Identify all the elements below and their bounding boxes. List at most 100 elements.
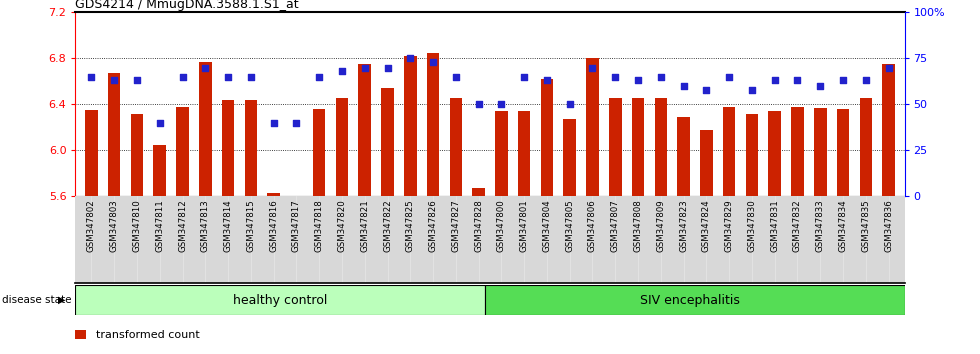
Bar bbox=[837, 109, 850, 196]
Bar bbox=[221, 100, 234, 196]
Bar bbox=[268, 193, 280, 196]
Text: GSM347822: GSM347822 bbox=[383, 199, 392, 252]
Text: GSM347803: GSM347803 bbox=[110, 199, 119, 252]
Bar bbox=[677, 117, 690, 196]
Text: GSM347807: GSM347807 bbox=[611, 199, 619, 252]
Bar bbox=[655, 98, 667, 196]
Bar bbox=[313, 109, 325, 196]
Point bbox=[174, 74, 190, 80]
Text: GSM347802: GSM347802 bbox=[87, 199, 96, 252]
Bar bbox=[427, 53, 439, 196]
Point bbox=[470, 102, 486, 107]
Text: GSM347830: GSM347830 bbox=[748, 199, 757, 252]
Text: GSM347823: GSM347823 bbox=[679, 199, 688, 252]
Point bbox=[83, 74, 99, 80]
Point bbox=[379, 65, 395, 70]
Point bbox=[790, 78, 806, 83]
Text: GSM347826: GSM347826 bbox=[428, 199, 437, 252]
Bar bbox=[791, 107, 804, 196]
Bar bbox=[450, 98, 463, 196]
Bar bbox=[130, 114, 143, 196]
Bar bbox=[85, 110, 98, 196]
Text: GSM347831: GSM347831 bbox=[770, 199, 779, 252]
Bar bbox=[176, 107, 189, 196]
Bar bbox=[75, 330, 86, 339]
Bar bbox=[485, 285, 905, 315]
Point bbox=[630, 78, 646, 83]
Text: GSM347825: GSM347825 bbox=[406, 199, 415, 252]
Text: GSM347832: GSM347832 bbox=[793, 199, 802, 252]
Point bbox=[403, 56, 418, 61]
Point bbox=[448, 74, 464, 80]
Text: GSM347816: GSM347816 bbox=[270, 199, 278, 252]
Text: GSM347833: GSM347833 bbox=[815, 199, 825, 252]
Text: GSM347835: GSM347835 bbox=[861, 199, 870, 252]
Bar bbox=[381, 88, 394, 196]
Bar bbox=[564, 119, 576, 196]
Bar bbox=[859, 98, 872, 196]
Text: GSM347811: GSM347811 bbox=[155, 199, 165, 252]
Bar bbox=[404, 56, 416, 196]
Bar bbox=[245, 100, 257, 196]
Bar bbox=[336, 98, 348, 196]
Text: GSM347813: GSM347813 bbox=[201, 199, 210, 252]
Bar bbox=[768, 112, 781, 196]
Text: GSM347809: GSM347809 bbox=[657, 199, 665, 252]
Text: GSM347820: GSM347820 bbox=[337, 199, 347, 252]
Text: GSM347801: GSM347801 bbox=[519, 199, 528, 252]
Point bbox=[220, 74, 236, 80]
Point bbox=[129, 78, 145, 83]
Point bbox=[881, 65, 897, 70]
Point bbox=[357, 65, 372, 70]
Text: GSM347804: GSM347804 bbox=[543, 199, 552, 252]
Text: GSM347815: GSM347815 bbox=[246, 199, 256, 252]
Text: GSM347808: GSM347808 bbox=[633, 199, 643, 252]
Text: disease state: disease state bbox=[2, 295, 72, 305]
Bar bbox=[359, 64, 371, 196]
Point bbox=[266, 120, 281, 126]
Text: GSM347800: GSM347800 bbox=[497, 199, 506, 252]
Text: GSM347834: GSM347834 bbox=[839, 199, 848, 252]
Bar bbox=[472, 188, 485, 196]
Text: GSM347821: GSM347821 bbox=[361, 199, 369, 252]
Bar bbox=[495, 112, 508, 196]
Point bbox=[425, 59, 441, 65]
Text: GSM347818: GSM347818 bbox=[315, 199, 323, 252]
Point bbox=[243, 74, 259, 80]
Bar bbox=[814, 108, 826, 196]
Text: transformed count: transformed count bbox=[96, 330, 200, 340]
Point bbox=[312, 74, 327, 80]
Text: GSM347836: GSM347836 bbox=[884, 199, 893, 252]
Point bbox=[585, 65, 601, 70]
Point bbox=[516, 74, 532, 80]
Bar bbox=[700, 130, 712, 196]
Text: ▶: ▶ bbox=[58, 295, 66, 305]
Text: GSM347829: GSM347829 bbox=[724, 199, 734, 252]
Point bbox=[334, 68, 350, 74]
Text: GSM347805: GSM347805 bbox=[565, 199, 574, 252]
Point bbox=[197, 65, 213, 70]
Point bbox=[812, 83, 828, 89]
Point bbox=[676, 83, 692, 89]
Bar bbox=[75, 285, 485, 315]
Text: GDS4214 / MmugDNA.3588.1.S1_at: GDS4214 / MmugDNA.3588.1.S1_at bbox=[75, 0, 299, 11]
Bar bbox=[632, 98, 644, 196]
Text: SIV encephalitis: SIV encephalitis bbox=[641, 293, 740, 307]
Point bbox=[835, 78, 851, 83]
Bar bbox=[746, 114, 759, 196]
Text: GSM347814: GSM347814 bbox=[223, 199, 232, 252]
Text: GSM347824: GSM347824 bbox=[702, 199, 710, 252]
Bar bbox=[586, 58, 599, 196]
Point bbox=[653, 74, 668, 80]
Bar bbox=[517, 112, 530, 196]
Bar bbox=[723, 107, 735, 196]
Point bbox=[288, 120, 304, 126]
Point bbox=[152, 120, 168, 126]
Text: GSM347817: GSM347817 bbox=[292, 199, 301, 252]
Point bbox=[767, 78, 783, 83]
Bar bbox=[541, 79, 553, 196]
Bar bbox=[882, 64, 895, 196]
Text: GSM347828: GSM347828 bbox=[474, 199, 483, 252]
Point bbox=[858, 78, 873, 83]
Point bbox=[562, 102, 577, 107]
